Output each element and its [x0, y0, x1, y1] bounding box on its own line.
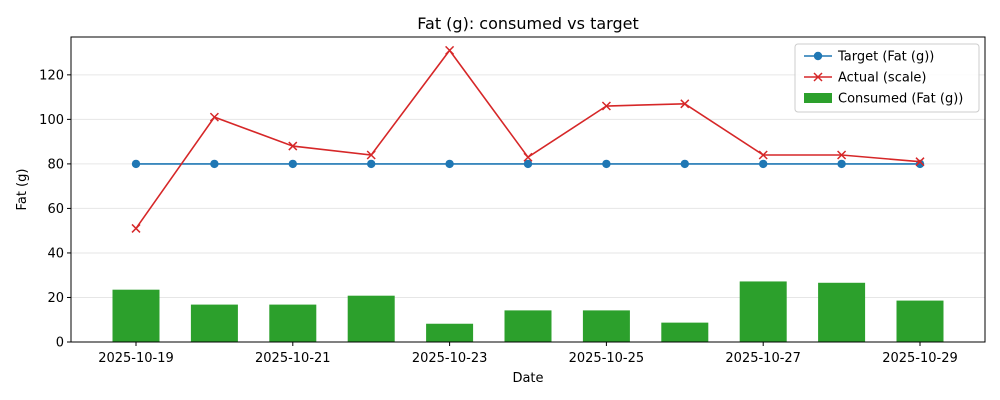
marker-stroke	[601, 101, 611, 111]
data-point	[445, 45, 455, 55]
data-point	[288, 141, 298, 151]
x-tick-label: 2025-10-21	[255, 351, 331, 366]
bar	[426, 323, 474, 342]
marker-stroke	[758, 150, 768, 160]
bar-series	[112, 281, 944, 342]
data-point	[680, 99, 690, 109]
y-tick-label: 60	[47, 202, 64, 217]
bar	[190, 304, 238, 342]
x-axis-ticks: 2025-10-19 2025-10-21 2025-10-23 2025-10-25…	[98, 342, 958, 366]
marker-stroke	[915, 157, 925, 167]
x-tick-label: 2025-10-19	[98, 351, 174, 366]
data-point	[915, 157, 925, 167]
legend: Target (Fat (g)) Actual (scale) Consumed (…	[794, 43, 980, 113]
data-point	[523, 152, 533, 162]
bar	[661, 322, 709, 342]
legend-label: Consumed (Fat (g))	[838, 92, 963, 107]
y-tick-label: 0	[56, 336, 64, 351]
data-point	[209, 112, 219, 122]
marker-stroke	[445, 45, 455, 55]
y-tick-label: 40	[47, 246, 64, 261]
marker-stroke	[209, 112, 219, 122]
marker-stroke	[131, 223, 141, 233]
data-point	[759, 159, 768, 169]
data-point	[758, 150, 768, 160]
legend-marker	[813, 72, 823, 82]
marker-stroke	[680, 99, 690, 109]
bar	[347, 295, 395, 342]
legend-label: Actual (scale)	[838, 71, 927, 86]
data-point	[445, 159, 454, 169]
marker-stroke	[366, 150, 376, 160]
data-point	[131, 223, 141, 233]
x-tick-label: 2025-10-27	[725, 351, 801, 366]
x-tick-label: 2025-10-23	[412, 351, 488, 366]
data-point	[523, 159, 533, 169]
y-tick-label: 120	[39, 68, 64, 83]
marker-stroke	[523, 152, 533, 162]
data-point	[288, 159, 297, 169]
y-axis-ticks: 0 20 40 60 80 100 120	[39, 68, 71, 351]
bar	[739, 281, 787, 342]
bar	[582, 310, 630, 342]
bar	[818, 282, 866, 342]
legend-marker	[813, 51, 823, 61]
marker-stroke	[288, 141, 298, 151]
marker-stroke	[837, 150, 847, 160]
data-point	[367, 159, 376, 169]
bar	[269, 304, 317, 342]
y-tick-label: 80	[47, 157, 64, 172]
data-point	[837, 159, 846, 169]
legend-swatch	[804, 93, 832, 103]
y-tick-label: 100	[39, 113, 64, 128]
y-axis-label: Fat (g)	[15, 169, 30, 211]
chart-title: Fat (g): consumed vs target	[417, 14, 638, 33]
bar	[896, 300, 944, 342]
data-point	[680, 159, 689, 169]
data-point	[366, 150, 376, 160]
marker-stroke	[813, 72, 823, 82]
plot-frame	[70, 36, 986, 343]
data-point	[601, 101, 611, 111]
x-axis-label: Date	[512, 371, 543, 386]
line-series	[131, 45, 925, 233]
y-tick-label: 20	[47, 291, 64, 306]
legend-box	[794, 43, 980, 113]
data-point	[837, 150, 847, 160]
legend-label: Target (Fat (g))	[837, 50, 934, 65]
data-point	[210, 159, 219, 169]
bar	[504, 310, 552, 342]
x-tick-label: 2025-10-25	[569, 351, 645, 366]
data-point	[602, 159, 611, 169]
data-point	[131, 159, 141, 169]
bar	[112, 289, 160, 342]
x-tick-label: 2025-10-29	[882, 351, 958, 366]
